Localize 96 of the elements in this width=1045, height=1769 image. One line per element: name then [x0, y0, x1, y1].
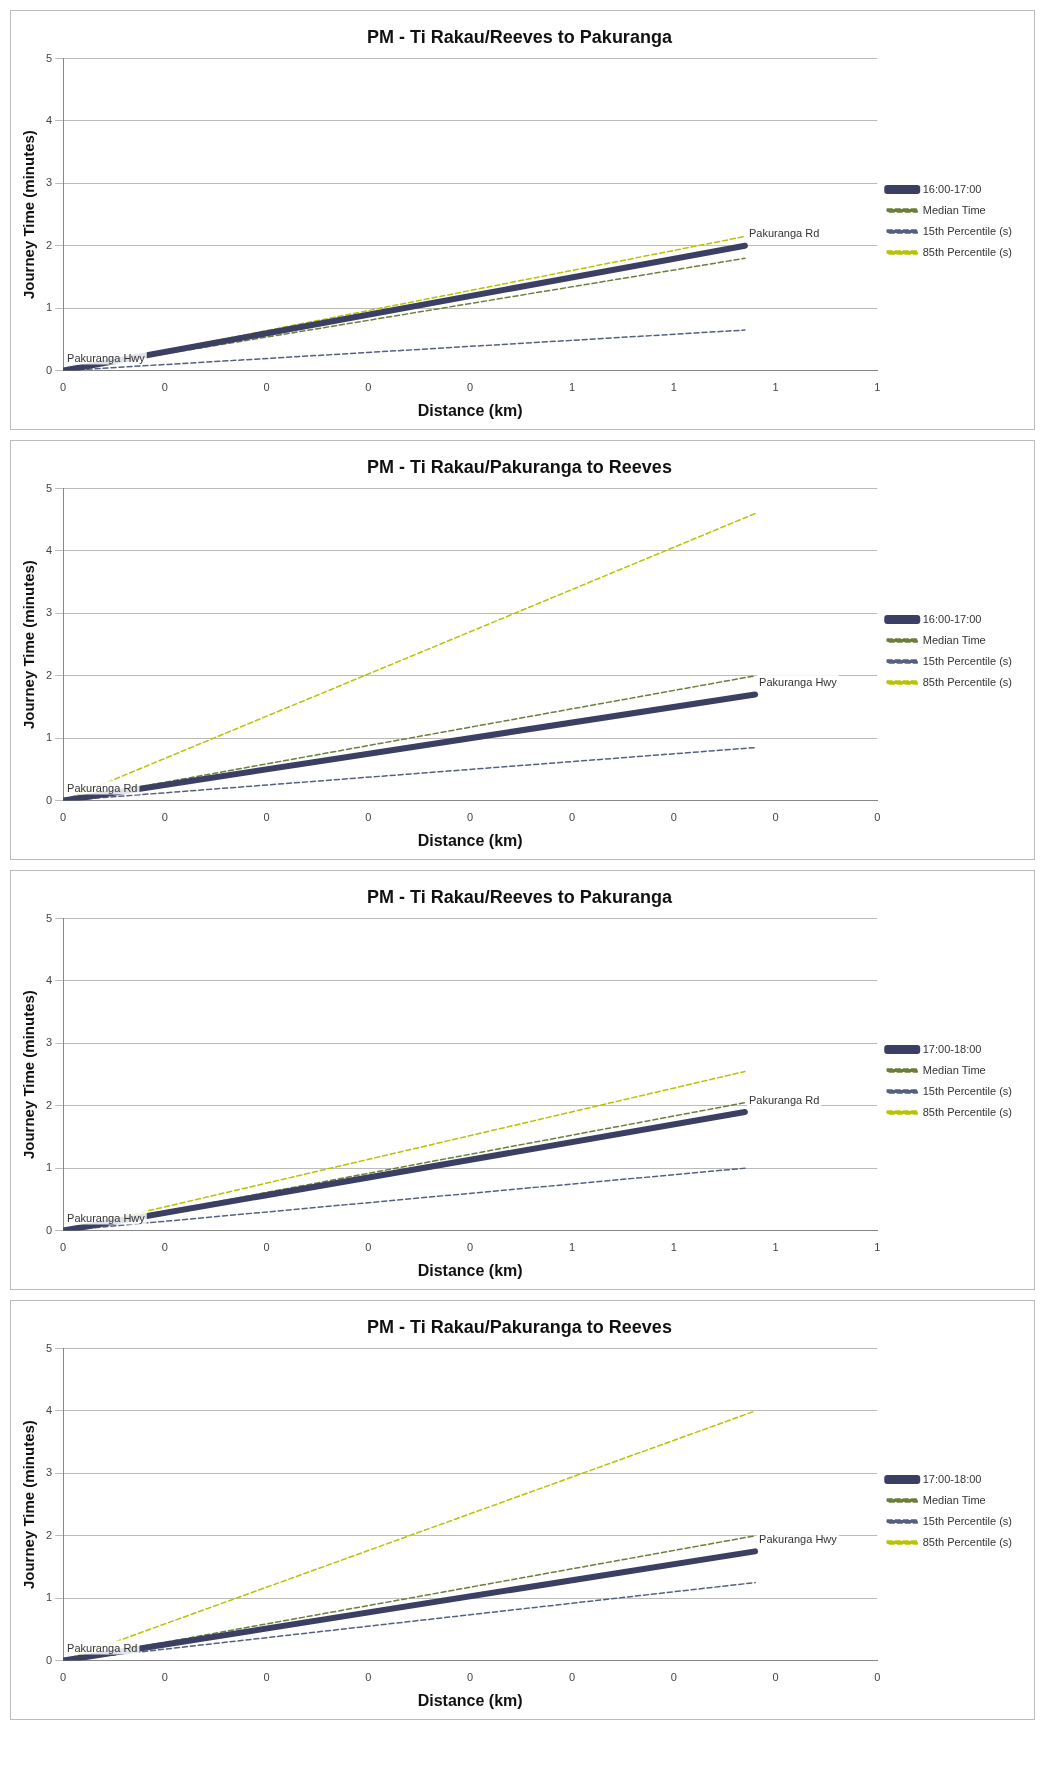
- legend-label: Median Time: [922, 1063, 986, 1076]
- y-tick-label: 5: [45, 481, 53, 494]
- y-tick-label: 2: [45, 1098, 53, 1111]
- x-axis-title: Distance (km): [417, 1691, 523, 1709]
- legend-label: 17:00-18:00: [922, 1472, 982, 1485]
- legend-label: 17:00-18:00: [922, 1042, 982, 1055]
- legend-label: 15th Percentile (s): [922, 224, 1012, 237]
- y-axis-title: Journey Time (minutes): [20, 130, 38, 300]
- x-tick-label: 0: [365, 381, 372, 394]
- x-tick-label: 0: [263, 1241, 270, 1254]
- y-tick-label: 4: [45, 1404, 53, 1417]
- y-tick-label: 1: [45, 1591, 53, 1604]
- x-tick-label: 0: [365, 811, 372, 824]
- x-tick-label: 0: [467, 1241, 474, 1254]
- x-tick-label: 0: [772, 1671, 779, 1684]
- y-tick-label: 3: [45, 606, 53, 619]
- x-tick-label: 0: [772, 811, 779, 824]
- legend-label: 15th Percentile (s): [922, 1514, 1012, 1527]
- y-tick-label: 2: [45, 238, 53, 251]
- x-tick-label: 1: [670, 381, 677, 394]
- x-tick-label: 0: [161, 381, 168, 394]
- x-tick-label: 0: [60, 1671, 67, 1684]
- y-axis-title: Journey Time (minutes): [20, 560, 38, 730]
- x-tick-label: 0: [161, 811, 168, 824]
- x-axis-title: Distance (km): [417, 401, 523, 419]
- x-axis-title: Distance (km): [417, 831, 523, 849]
- x-tick-label: 0: [670, 1671, 677, 1684]
- annotation: Pakuranga Rd: [748, 1093, 820, 1106]
- legend-label: 85th Percentile (s): [922, 675, 1012, 688]
- y-tick-label: 1: [45, 1161, 53, 1174]
- x-tick-label: 1: [772, 381, 779, 394]
- x-tick-label: 0: [263, 381, 270, 394]
- annotation: Pakuranga Hwy: [67, 1212, 146, 1225]
- x-tick-label: 1: [568, 381, 576, 394]
- x-tick-label: 0: [568, 811, 576, 824]
- legend-label: 16:00-17:00: [922, 612, 982, 625]
- y-tick-label: 0: [45, 1653, 53, 1666]
- y-tick-label: 5: [45, 911, 53, 924]
- x-tick-label: 0: [60, 811, 67, 824]
- annotation: Pakuranga Rd: [67, 782, 138, 795]
- chart-title: PM - Ti Rakau/Pakuranga to Reeves: [367, 1316, 672, 1337]
- annotation: Pakuranga Hwy: [67, 352, 146, 365]
- y-axis-title: Journey Time (minutes): [20, 990, 38, 1160]
- y-tick-label: 0: [45, 363, 53, 376]
- annotation: Pakuranga Hwy: [759, 676, 838, 689]
- y-tick-label: 1: [45, 301, 53, 314]
- x-tick-label: 0: [60, 1241, 67, 1254]
- x-tick-label: 0: [365, 1671, 372, 1684]
- annotation: Pakuranga Rd: [67, 1642, 138, 1655]
- x-tick-label: 0: [161, 1671, 168, 1684]
- y-tick-label: 1: [45, 731, 53, 744]
- y-tick-label: 3: [45, 1036, 53, 1049]
- legend-label: Median Time: [922, 633, 986, 646]
- y-tick-label: 4: [45, 114, 53, 127]
- x-tick-label: 0: [263, 811, 270, 824]
- x-tick-label: 0: [670, 811, 677, 824]
- chart-title: PM - Ti Rakau/Reeves to Pakuranga: [367, 886, 673, 907]
- y-tick-label: 4: [45, 974, 53, 987]
- chart-title: PM - Ti Rakau/Reeves to Pakuranga: [367, 26, 673, 47]
- legend-label: 15th Percentile (s): [922, 654, 1012, 667]
- x-tick-label: 0: [467, 1671, 474, 1684]
- x-tick-label: 1: [874, 381, 881, 394]
- x-tick-label: 0: [467, 381, 474, 394]
- x-axis-title: Distance (km): [417, 1261, 523, 1279]
- legend-label: 16:00-17:00: [922, 182, 982, 195]
- x-tick-label: 0: [568, 1671, 576, 1684]
- x-tick-label: 0: [365, 1241, 372, 1254]
- x-tick-label: 0: [263, 1671, 270, 1684]
- y-tick-label: 3: [45, 1466, 53, 1479]
- x-tick-label: 1: [670, 1241, 677, 1254]
- y-tick-label: 3: [45, 176, 53, 189]
- x-tick-label: 0: [60, 381, 67, 394]
- annotation: Pakuranga Hwy: [759, 1532, 838, 1545]
- y-tick-label: 0: [45, 793, 53, 806]
- x-tick-label: 0: [874, 1671, 881, 1684]
- legend-label: 15th Percentile (s): [922, 1084, 1012, 1097]
- x-tick-label: 0: [874, 811, 881, 824]
- y-tick-label: 2: [45, 1528, 53, 1541]
- legend-label: 85th Percentile (s): [922, 1535, 1012, 1548]
- legend-label: 85th Percentile (s): [922, 1105, 1012, 1118]
- x-tick-label: 1: [568, 1241, 576, 1254]
- annotation: Pakuranga Rd: [748, 227, 820, 240]
- y-tick-label: 4: [45, 544, 53, 557]
- x-tick-label: 1: [772, 1241, 779, 1254]
- x-tick-label: 0: [467, 811, 474, 824]
- legend-label: Median Time: [922, 1493, 986, 1506]
- x-tick-label: 0: [161, 1241, 168, 1254]
- y-tick-label: 5: [45, 1341, 53, 1354]
- y-axis-title: Journey Time (minutes): [20, 1420, 38, 1590]
- y-tick-label: 2: [45, 668, 53, 681]
- legend-label: 85th Percentile (s): [922, 245, 1012, 258]
- x-tick-label: 1: [874, 1241, 881, 1254]
- chart-title: PM - Ti Rakau/Pakuranga to Reeves: [367, 456, 672, 477]
- y-tick-label: 5: [45, 51, 53, 64]
- legend-label: Median Time: [922, 203, 986, 216]
- y-tick-label: 0: [45, 1223, 53, 1236]
